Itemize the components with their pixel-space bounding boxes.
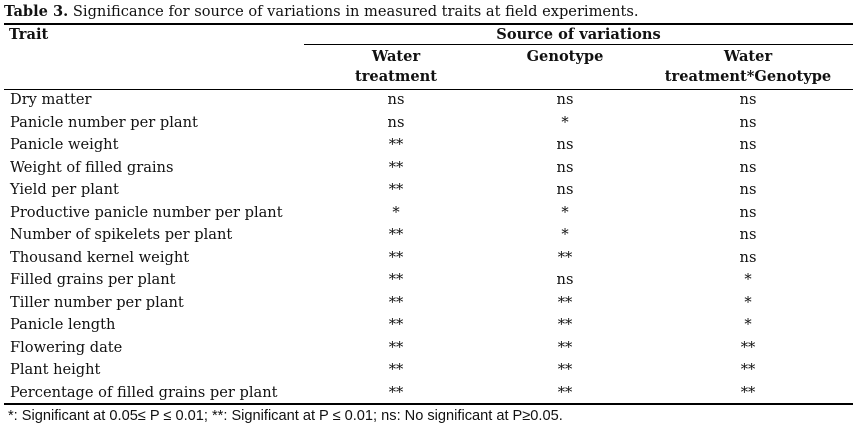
table-body: Dry matter ns ns ns Panicle number per plant… — [0, 89, 857, 404]
cell-water-treatment: ** — [388, 181, 404, 198]
table-row: Percentage of filled grains per plant ** *… — [0, 382, 857, 405]
cell-genotype: ns — [556, 91, 574, 108]
cell-trait: Panicle length — [10, 316, 116, 333]
cell-genotype: ns — [556, 181, 574, 198]
cell-genotype: ** — [557, 293, 573, 311]
cell-trait: Productive panicle number per plant — [10, 203, 283, 221]
cell-trait: Weight of filled grains — [10, 158, 174, 176]
table-row: Filled grains per plant ** ns * — [0, 269, 857, 292]
table-row: Panicle length ** ** * — [0, 314, 857, 337]
cell-genotype: ns — [556, 136, 574, 153]
header-bottom-rule — [4, 89, 853, 90]
cell-interaction: ns — [739, 181, 757, 198]
cell-interaction: ns — [739, 91, 757, 108]
table-row: Panicle weight ** ns ns — [0, 134, 857, 157]
header-water-treatment: Water treatment — [336, 47, 456, 87]
cell-water-treatment: ** — [388, 136, 404, 153]
cell-water-treatment: ** — [388, 293, 404, 311]
header-interaction-line1: Water — [723, 48, 773, 65]
header-water-treatment-line2: treatment — [355, 68, 437, 85]
table-row: Tiller number per plant ** ** * — [0, 292, 857, 315]
cell-interaction: * — [744, 271, 752, 288]
cell-water-treatment: * — [392, 203, 400, 221]
cell-genotype: ns — [556, 271, 574, 288]
cell-interaction: ** — [740, 383, 756, 401]
table-row: Productive panicle number per plant * * ns — [0, 202, 857, 225]
table-row: Thousand kernel weight ** ** ns — [0, 247, 857, 270]
cell-trait: Number of spikelets per plant — [10, 226, 233, 243]
cell-water-treatment: ** — [388, 361, 404, 378]
table-caption-text: Significance for source of variations in… — [68, 3, 639, 20]
header-interaction: Water treatment*Genotype — [658, 47, 838, 87]
cell-trait: Flowering date — [10, 338, 123, 356]
cell-interaction: ns — [739, 136, 757, 153]
header-water-treatment-line1: Water — [371, 48, 421, 65]
cell-interaction: ** — [740, 361, 756, 378]
cell-trait: Yield per plant — [10, 181, 119, 198]
cell-water-treatment: ** — [388, 226, 404, 243]
table-caption-label: Table 3. — [4, 3, 69, 20]
cell-water-treatment: ns — [387, 91, 405, 108]
cell-trait: Panicle number per plant — [10, 113, 198, 131]
table-bottom-rule — [4, 403, 853, 405]
cell-water-treatment: ** — [388, 338, 404, 356]
cell-interaction: ns — [739, 226, 757, 243]
table-row: Yield per plant ** ns ns — [0, 179, 857, 202]
cell-trait: Percentage of filled grains per plant — [10, 383, 278, 401]
cell-water-treatment: ** — [388, 158, 404, 176]
cell-interaction: * — [744, 293, 752, 311]
cell-water-treatment: ** — [388, 271, 404, 288]
cell-trait: Plant height — [10, 361, 101, 378]
cell-genotype: * — [561, 113, 569, 131]
header-source-of-variations: Source of variations — [496, 26, 661, 43]
cell-interaction: ns — [739, 248, 757, 266]
cell-genotype: ** — [557, 338, 573, 356]
cell-trait: Filled grains per plant — [10, 271, 176, 288]
table-top-rule — [4, 23, 853, 25]
cell-interaction: ns — [739, 203, 757, 221]
cell-water-treatment: ns — [387, 113, 405, 131]
cell-genotype: ns — [556, 158, 574, 176]
cell-water-treatment: ** — [388, 248, 404, 266]
cell-interaction: ns — [739, 113, 757, 131]
cell-trait: Panicle weight — [10, 136, 119, 153]
cell-genotype: ** — [557, 383, 573, 401]
cell-genotype: * — [561, 203, 569, 221]
table-footnote: *: Significant at 0.05≤ P ≤ 0.01; **: Si… — [8, 408, 563, 424]
header-genotype: Genotype — [526, 48, 604, 65]
table-row: Dry matter ns ns ns — [0, 89, 857, 112]
cell-genotype: ** — [557, 316, 573, 333]
table-row: Weight of filled grains ** ns ns — [0, 157, 857, 180]
cell-genotype: ** — [557, 361, 573, 378]
header-interaction-line2: treatment*Genotype — [664, 68, 832, 85]
cell-genotype: * — [561, 226, 569, 243]
table-caption: Table 3. Significance for source of vari… — [4, 3, 638, 21]
table-row: Panicle number per plant ns * ns — [0, 112, 857, 135]
table-row: Number of spikelets per plant ** * ns — [0, 224, 857, 247]
header-subrule — [304, 44, 853, 45]
cell-interaction: ns — [739, 158, 757, 176]
cell-trait: Tiller number per plant — [10, 293, 184, 311]
table-row: Plant height ** ** ** — [0, 359, 857, 382]
cell-interaction: ** — [740, 338, 756, 356]
cell-water-treatment: ** — [388, 316, 404, 333]
cell-water-treatment: ** — [388, 383, 404, 401]
table-row: Flowering date ** ** ** — [0, 337, 857, 360]
cell-trait: Thousand kernel weight — [10, 248, 190, 266]
cell-trait: Dry matter — [10, 91, 92, 108]
header-trait: Trait — [9, 26, 49, 43]
cell-interaction: * — [744, 316, 752, 333]
cell-genotype: ** — [557, 248, 573, 266]
